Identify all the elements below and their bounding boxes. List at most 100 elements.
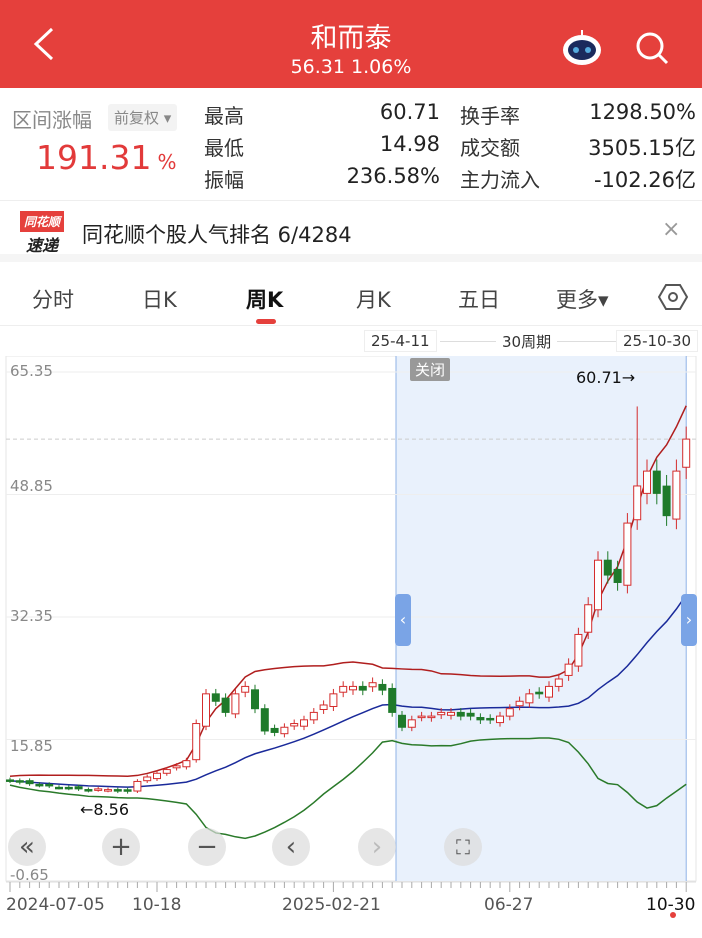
candle [368,682,377,688]
candle [682,438,691,468]
tab-daily[interactable]: 日K [142,288,177,312]
max-annotation: 60.71→ [576,368,636,387]
next-button[interactable]: › [358,828,396,866]
candle [104,789,112,792]
candle [319,704,328,711]
candle [211,693,220,702]
candle [55,786,63,790]
candle [172,765,181,769]
candle [535,691,544,695]
selection-left-handle[interactable]: ‹ [395,594,411,646]
candle [113,789,122,792]
candle [153,772,161,780]
selection-right-handle[interactable]: › [681,594,697,646]
candle [486,717,495,721]
zoom-out-button[interactable]: − [188,828,226,866]
tab-more[interactable]: 更多▾ [556,288,609,312]
fullscreen-icon[interactable]: ⛶ [444,828,482,866]
header: 和而泰 56.31 1.06% [0,0,702,88]
candle [623,522,632,586]
rewind-button[interactable]: « [8,828,46,866]
tab-intraday[interactable]: 分时 [32,288,74,312]
banner-text: 同花顺个股人气排名 6/4284 [82,223,352,247]
range-change: 191.31% [36,138,176,177]
candle [643,470,651,494]
robot-icon[interactable] [560,28,604,68]
y-tick: 15.85 [10,737,53,755]
candle [554,678,563,687]
close-selection-button[interactable]: 关闭 [410,358,451,381]
chevron-left-icon[interactable] [30,26,60,62]
upper-band-line [9,405,687,778]
min-annotation: ←8.56 [80,800,130,819]
candle [417,715,426,719]
close-icon[interactable]: × [662,217,681,242]
previous-button[interactable]: ‹ [272,828,310,866]
candle [290,723,299,727]
candle [584,604,593,633]
change: 1.06% [351,56,412,78]
candle [182,760,191,768]
candle [476,717,485,721]
candle [202,693,210,727]
candle [456,711,465,717]
candle [427,715,436,719]
middle-band-line [9,594,687,788]
y-tick: 65.35 [10,362,53,380]
candle [309,711,318,721]
stat-value: 14.98 [379,132,440,156]
candle [496,715,504,724]
candle [143,776,152,782]
stat-value: 1298.50% [589,100,696,124]
candle [505,708,514,717]
active-tab-indicator [256,319,276,324]
popularity-banner[interactable]: 同花顺 速递 同花顺个股人气排名 6/4284 × [0,200,702,262]
candle [64,786,73,790]
logo-top: 同花顺 [20,211,64,232]
candle [437,711,446,716]
candle [633,485,642,521]
candle [270,727,279,733]
candle [15,780,24,783]
candle [74,786,83,790]
tab-weekly[interactable]: 周K [246,288,284,312]
stock-price: 56.31 1.06% [0,56,702,78]
stat-value: -102.26亿 [593,168,696,192]
range-value: 191.31 [36,138,152,177]
stat-label: 最高 [204,104,244,128]
selection-start[interactable]: 25-4-11 [364,330,437,352]
stat-label: 振幅 [204,168,244,192]
adjust-label: 前复权 [114,109,160,127]
settings-icon[interactable] [658,282,688,312]
tab-monthly[interactable]: 月K [356,288,391,312]
candle [300,719,308,727]
candle [407,719,416,728]
stat-label: 最低 [204,136,244,160]
candle [192,723,201,761]
selection-end[interactable]: 25-10-30 [616,330,699,352]
adjust-dropdown[interactable]: 前复权 ▾ [108,104,178,131]
current-dot [670,912,676,918]
stat-label: 成交额 [460,136,520,160]
candle [574,633,583,667]
candle [260,708,269,732]
candle [603,559,612,576]
candle [280,726,289,735]
x-tick: 06-27 [484,895,534,915]
search-icon[interactable] [634,30,670,66]
candle [84,789,93,792]
zoom-in-button[interactable]: + [102,828,140,866]
y-tick: 48.85 [10,477,53,495]
kline-chart[interactable] [0,356,702,938]
candle [525,693,534,704]
tab-five-day[interactable]: 五日 [458,288,500,312]
candle [162,769,171,774]
range-label: 区间涨幅 [12,108,92,132]
stat-value: 236.58% [346,164,440,188]
candle [45,783,54,787]
stock-name: 和而泰 [310,23,392,54]
candle [221,697,230,713]
x-tick: 10-18 [132,895,182,915]
candle [133,780,142,792]
candle [231,693,240,715]
